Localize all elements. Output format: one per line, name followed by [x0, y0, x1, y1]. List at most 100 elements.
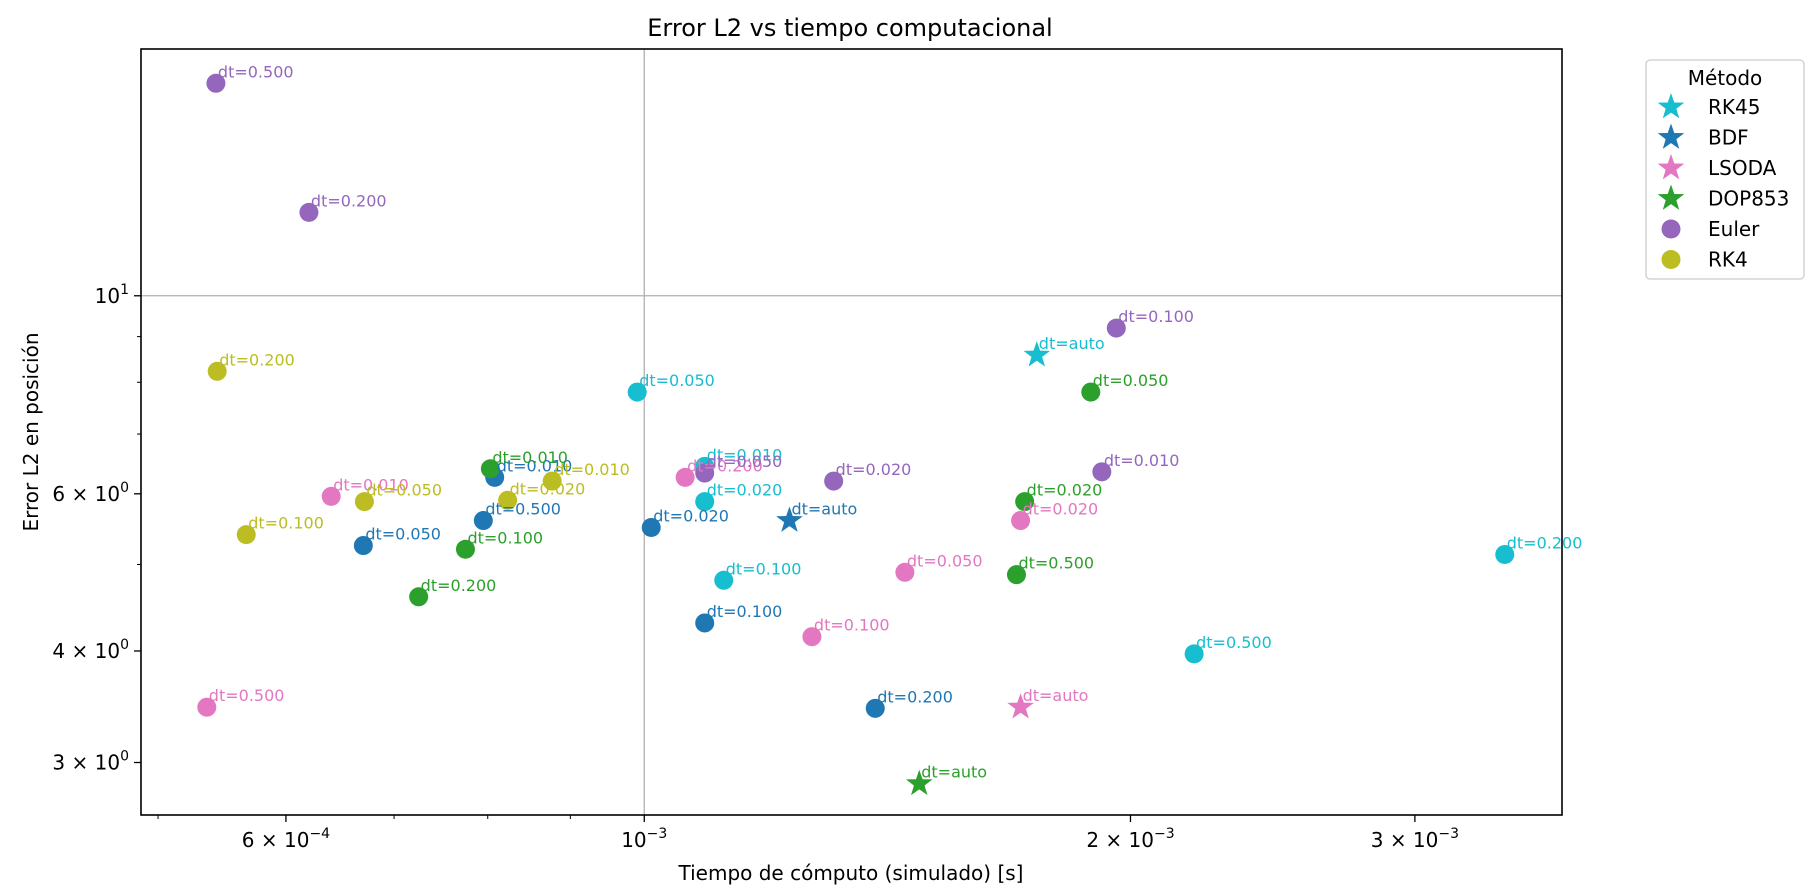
plot-frame — [140, 48, 1563, 816]
data-label: dt=0.010 — [1104, 451, 1180, 470]
data-label: dt=auto — [921, 763, 987, 782]
y-tick-label: 101 — [95, 282, 129, 308]
data-point-star — [905, 769, 933, 796]
data-label: dt=0.200 — [687, 456, 763, 475]
grid — [141, 49, 1562, 815]
x-axis-label: Tiempo de cómputo (simulado) [s] — [678, 861, 1024, 885]
data-point — [1184, 644, 1204, 664]
y-tick-label: 3 × 100 — [52, 748, 129, 774]
data-label: dt=0.200 — [219, 350, 295, 369]
legend-label: DOP853 — [1708, 187, 1789, 211]
data-point — [1092, 462, 1112, 482]
data-label: dt=0.100 — [467, 528, 543, 547]
legend-box — [1645, 59, 1805, 280]
data-label: dt=0.500 — [485, 500, 561, 519]
data-point — [714, 570, 734, 590]
data-point — [206, 73, 226, 93]
data-point — [895, 562, 915, 582]
data-label: dt=0.500 — [1196, 633, 1272, 652]
y-tick-label: 4 × 100 — [52, 637, 129, 663]
data-point — [1006, 565, 1026, 585]
legend-label: Euler — [1708, 217, 1760, 241]
data-point — [455, 539, 475, 559]
chart-title: Error L2 vs tiempo computacional — [647, 14, 1052, 42]
x-axis-ticks: 6 × 10−4 10−3 2 × 10−3 3 × 10−3 — [242, 815, 1459, 852]
data-label: dt=0.200 — [421, 576, 497, 595]
data-label: dt=0.020 — [1027, 481, 1103, 500]
data-point — [824, 471, 844, 491]
data-point — [409, 587, 429, 607]
data-point — [641, 518, 661, 538]
legend-marker-star — [1657, 93, 1685, 119]
data-label: dt=0.100 — [1118, 307, 1194, 326]
data-label: dt=0.200 — [1507, 534, 1583, 553]
data-point — [695, 613, 715, 633]
legend-marker-star — [1657, 154, 1685, 180]
data-label: dt=auto — [791, 500, 857, 519]
data-point — [1011, 511, 1031, 531]
data-label: dt=0.010 — [707, 445, 783, 464]
data-label: dt=0.020 — [1023, 500, 1099, 519]
data-point — [695, 463, 715, 483]
data-label: dt=0.200 — [311, 191, 387, 210]
data-label: dt=0.100 — [707, 602, 783, 621]
data-label: dt=0.020 — [510, 479, 586, 498]
data-point-star — [1007, 693, 1034, 719]
legend-title: Método — [1688, 66, 1763, 90]
legend: Método RK45 BDF LSODA DOP853 Euler RK4 — [1645, 59, 1805, 280]
data-label: dt=0.500 — [209, 686, 285, 705]
data-label: dt=0.500 — [218, 62, 294, 81]
data-point — [1106, 318, 1126, 338]
data-label: dt=0.100 — [248, 514, 324, 533]
data-label: dt=0.100 — [814, 616, 890, 635]
legend-label: RK45 — [1708, 95, 1760, 119]
x-tick-label: 2 × 10−3 — [1086, 826, 1174, 852]
data-label: dt=0.050 — [907, 551, 983, 570]
x-tick-label: 3 × 10−3 — [1371, 826, 1459, 852]
data-label: dt=0.020 — [836, 460, 912, 479]
data-label: dt=0.050 — [639, 371, 715, 390]
legend-marker — [1661, 219, 1681, 239]
data-label: dt=0.050 — [365, 525, 441, 544]
data-label: dt=0.050 — [1093, 371, 1169, 390]
data-label: dt=0.100 — [726, 559, 802, 578]
data-point — [207, 361, 227, 381]
legend-label: LSODA — [1708, 156, 1777, 180]
data-point — [197, 697, 217, 717]
data-label: dt=0.500 — [1018, 554, 1094, 573]
x-tick-label: 10−3 — [621, 826, 667, 852]
data-point-star — [776, 506, 803, 532]
data-point — [299, 202, 319, 222]
data-point — [236, 525, 256, 545]
legend-entries: RK45 BDF LSODA DOP853 Euler RK4 — [1657, 93, 1789, 272]
data-point — [473, 511, 493, 531]
data-label: dt=0.050 — [366, 481, 442, 500]
y-tick-label: 6 × 100 — [52, 480, 129, 506]
data-point — [498, 490, 518, 510]
y-axis-label: Error L2 en posición — [19, 332, 43, 531]
data-point — [353, 536, 373, 556]
data-label: dt=0.020 — [653, 507, 729, 526]
data-point — [802, 627, 822, 647]
data-point — [542, 471, 562, 491]
data-point — [1015, 492, 1035, 512]
data-label: dt=0.010 — [492, 448, 568, 467]
data-point — [321, 486, 341, 506]
x-tick-label: 6 × 10−4 — [242, 826, 330, 852]
data-label: dt=0.200 — [877, 687, 953, 706]
point-labels: dt=autodt=0.050dt=0.010dt=0.020dt=0.100d… — [209, 62, 1583, 781]
data-point — [1081, 382, 1101, 402]
data-label: dt=auto — [1023, 686, 1089, 705]
data-point — [675, 467, 695, 487]
legend-marker-star — [1657, 123, 1685, 149]
data-points — [197, 73, 1515, 796]
data-label: dt=0.020 — [707, 481, 783, 500]
data-label: dt=0.050 — [707, 452, 783, 471]
data-label: dt=auto — [1039, 334, 1105, 353]
legend-label: BDF — [1708, 126, 1749, 150]
data-point-star — [1023, 341, 1051, 367]
data-point — [865, 698, 885, 718]
data-label: dt=0.010 — [497, 456, 573, 475]
legend-marker-star — [1657, 184, 1685, 210]
